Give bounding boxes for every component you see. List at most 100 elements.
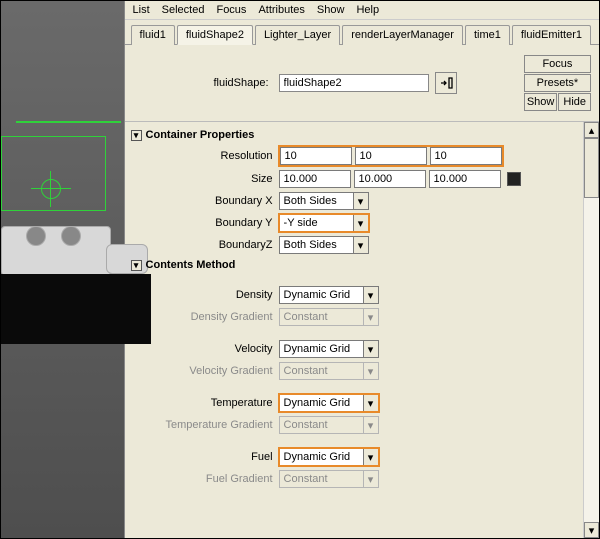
scrollbar[interactable]: ▴ ▾ (583, 122, 599, 538)
velocity-select[interactable]: Dynamic Grid ▾ (279, 340, 379, 358)
row-resolution: Resolution (129, 144, 595, 168)
label-fuel-gradient: Fuel Gradient (129, 473, 279, 485)
temperature-gradient-value: Constant (280, 419, 363, 431)
resolution-z-input[interactable] (430, 147, 502, 165)
label-boundary-z: BoundaryZ (129, 239, 279, 251)
boundary-z-select[interactable]: Both Sides ▾ (279, 236, 369, 254)
select-icon (439, 76, 453, 90)
boundary-x-value: Both Sides (280, 195, 353, 207)
gizmo-axis (31, 188, 71, 189)
size-connect-swatch[interactable] (507, 172, 521, 186)
tab-renderlayermanager[interactable]: renderLayerManager (342, 25, 463, 45)
wireframe-edge (16, 121, 121, 123)
node-type-label: fluidShape: (133, 77, 273, 89)
fuel-value: Dynamic Grid (280, 451, 363, 463)
chevron-down-icon: ▾ (353, 237, 368, 253)
menu-show[interactable]: Show (317, 4, 345, 16)
tab-fluidemitter1[interactable]: fluidEmitter1 (512, 25, 591, 45)
label-fuel: Fuel (129, 451, 279, 463)
menu-focus[interactable]: Focus (216, 4, 246, 16)
tab-fluid1[interactable]: fluid1 (131, 25, 175, 45)
density-gradient-value: Constant (280, 311, 363, 323)
scroll-track[interactable] (584, 138, 599, 522)
node-tabs: fluid1 fluidShape2 Lighter_Layer renderL… (125, 20, 599, 45)
scroll-up-button[interactable]: ▴ (584, 122, 599, 138)
menu-attributes[interactable]: Attributes (258, 4, 304, 16)
label-resolution: Resolution (129, 150, 279, 162)
label-boundary-x: Boundary X (129, 195, 279, 207)
density-gradient-select: Constant ▾ (279, 308, 379, 326)
collapse-toggle[interactable]: ▾ (131, 130, 142, 141)
velocity-gradient-select: Constant ▾ (279, 362, 379, 380)
label-temperature-gradient: Temperature Gradient (129, 419, 279, 431)
row-velocity: Velocity Dynamic Grid ▾ (129, 338, 595, 360)
label-size: Size (129, 173, 279, 185)
attribute-editor-panel: List Selected Focus Attributes Show Help… (125, 1, 599, 538)
chevron-down-icon: ▾ (363, 341, 378, 357)
resolution-x-input[interactable] (280, 147, 352, 165)
collapse-toggle[interactable]: ▾ (131, 260, 142, 271)
row-temperature-gradient: Temperature Gradient Constant ▾ (129, 414, 595, 436)
tab-lighter-layer[interactable]: Lighter_Layer (255, 25, 340, 45)
boundary-y-value: -Y side (280, 217, 353, 229)
temperature-gradient-select: Constant ▾ (279, 416, 379, 434)
chevron-down-icon: ▾ (353, 193, 368, 209)
menu-list[interactable]: List (133, 4, 150, 16)
section-contents-method: ▾ Contents Method (129, 256, 595, 274)
row-boundary-y: Boundary Y -Y side ▾ (129, 212, 595, 234)
menu-selected[interactable]: Selected (162, 4, 205, 16)
row-density-gradient: Density Gradient Constant ▾ (129, 306, 595, 328)
density-select[interactable]: Dynamic Grid ▾ (279, 286, 379, 304)
chevron-down-icon: ▾ (363, 395, 378, 411)
node-header: fluidShape: Focus Presets* Show Hide (125, 45, 599, 122)
menu-help[interactable]: Help (356, 4, 379, 16)
velocity-value: Dynamic Grid (280, 343, 363, 355)
boundary-y-select[interactable]: -Y side ▾ (279, 214, 369, 232)
menubar: List Selected Focus Attributes Show Help (125, 1, 599, 20)
row-boundary-x: Boundary X Both Sides ▾ (129, 190, 595, 212)
hide-button[interactable]: Hide (558, 93, 591, 111)
chevron-down-icon: ▾ (363, 471, 378, 487)
chevron-down-icon: ▾ (363, 287, 378, 303)
section-container-properties: ▾ Container Properties (129, 126, 595, 144)
select-node-button[interactable] (435, 72, 457, 94)
scroll-thumb[interactable] (584, 138, 599, 198)
label-velocity: Velocity (129, 343, 279, 355)
row-velocity-gradient: Velocity Gradient Constant ▾ (129, 360, 595, 382)
resolution-y-input[interactable] (355, 147, 427, 165)
boundary-z-value: Both Sides (280, 239, 353, 251)
attributes-content: ▾ Container Properties Resolution Size (125, 122, 599, 538)
label-density: Density (129, 289, 279, 301)
boundary-x-select[interactable]: Both Sides ▾ (279, 192, 369, 210)
viewport-3d[interactable] (1, 1, 125, 538)
label-temperature: Temperature (129, 397, 279, 409)
fuel-select[interactable]: Dynamic Grid ▾ (279, 448, 379, 466)
gizmo-axis (50, 171, 51, 207)
presets-button[interactable]: Presets* (524, 74, 591, 92)
show-button[interactable]: Show (524, 93, 558, 111)
velocity-gradient-value: Constant (280, 365, 363, 377)
temperature-value: Dynamic Grid (280, 397, 363, 409)
focus-button[interactable]: Focus (524, 55, 591, 73)
size-z-input[interactable] (429, 170, 501, 188)
node-name-input[interactable] (279, 74, 429, 92)
chevron-down-icon: ▾ (363, 363, 378, 379)
temperature-select[interactable]: Dynamic Grid ▾ (279, 394, 379, 412)
chevron-down-icon: ▾ (353, 215, 368, 231)
row-boundary-z: BoundaryZ Both Sides ▾ (129, 234, 595, 256)
header-buttons: Focus Presets* Show Hide (524, 55, 591, 111)
row-fuel-gradient: Fuel Gradient Constant ▾ (129, 468, 595, 490)
scroll-down-button[interactable]: ▾ (584, 522, 599, 538)
row-density: Density Dynamic Grid ▾ (129, 284, 595, 306)
fuel-gradient-value: Constant (280, 473, 363, 485)
chevron-down-icon: ▾ (363, 309, 378, 325)
size-x-input[interactable] (279, 170, 351, 188)
tab-time1[interactable]: time1 (465, 25, 510, 45)
label-boundary-y: Boundary Y (129, 217, 279, 229)
size-y-input[interactable] (354, 170, 426, 188)
row-fuel: Fuel Dynamic Grid ▾ (129, 446, 595, 468)
tab-fluidshape2[interactable]: fluidShape2 (177, 25, 253, 45)
row-temperature: Temperature Dynamic Grid ▾ (129, 392, 595, 414)
fuel-gradient-select: Constant ▾ (279, 470, 379, 488)
section-title: Contents Method (146, 259, 236, 271)
